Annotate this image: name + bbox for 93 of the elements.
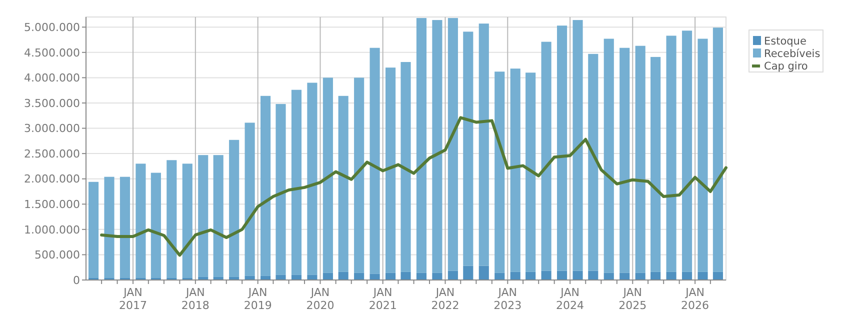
bar bbox=[260, 96, 271, 276]
bar bbox=[666, 36, 676, 272]
bar bbox=[432, 20, 442, 273]
bar bbox=[400, 272, 411, 280]
y-tick-label: 2.000.000 bbox=[24, 172, 80, 186]
legend-label: Cap giro bbox=[764, 60, 808, 72]
bar bbox=[478, 266, 489, 280]
bar bbox=[338, 96, 348, 272]
x-tick-label: JAN 2017 bbox=[119, 286, 148, 312]
bar bbox=[432, 272, 442, 280]
y-tick-label: 4.000.000 bbox=[24, 72, 80, 85]
bar bbox=[650, 56, 661, 272]
bar bbox=[88, 182, 99, 278]
bar bbox=[463, 32, 474, 266]
bar bbox=[338, 272, 348, 280]
bar bbox=[370, 48, 380, 274]
bar bbox=[494, 272, 505, 280]
bar bbox=[322, 272, 333, 280]
bar bbox=[198, 155, 208, 277]
bar bbox=[385, 272, 396, 280]
bar bbox=[150, 172, 161, 278]
bar bbox=[416, 272, 427, 280]
bar bbox=[448, 18, 458, 271]
bar bbox=[620, 48, 630, 273]
y-tick-label: 1.000.000 bbox=[24, 223, 80, 236]
bar bbox=[244, 122, 255, 276]
bar bbox=[307, 82, 318, 275]
bar bbox=[635, 272, 646, 280]
x-tick-label: JAN 2019 bbox=[244, 286, 272, 312]
bar bbox=[712, 28, 723, 272]
bar bbox=[400, 62, 411, 272]
bar bbox=[354, 78, 364, 273]
y-tick-label: 1.500.000 bbox=[24, 198, 80, 211]
bar bbox=[370, 274, 380, 280]
y-tick-label: 500.000 bbox=[34, 248, 80, 262]
bar bbox=[526, 72, 536, 272]
bar bbox=[650, 272, 661, 280]
bar bbox=[541, 270, 552, 280]
x-tick-label: JAN 2025 bbox=[618, 286, 647, 312]
y-tick-label: 2.500.000 bbox=[24, 147, 80, 160]
x-tick-label: JAN 2022 bbox=[431, 286, 460, 312]
bar bbox=[556, 270, 568, 280]
bar bbox=[666, 272, 676, 280]
bar bbox=[712, 272, 723, 280]
bar bbox=[213, 155, 224, 277]
bar bbox=[104, 176, 114, 278]
line-series bbox=[100, 116, 728, 257]
bar bbox=[698, 38, 708, 272]
x-tick-label: JAN 2020 bbox=[306, 286, 334, 312]
bar bbox=[510, 68, 520, 272]
bar bbox=[354, 272, 364, 280]
bar bbox=[682, 272, 692, 280]
x-tick-label: JAN 2024 bbox=[556, 286, 584, 312]
bar bbox=[510, 272, 520, 280]
bar bbox=[698, 272, 708, 280]
bar bbox=[385, 68, 396, 273]
bar bbox=[416, 18, 427, 273]
x-tick-label: JAN 2021 bbox=[368, 286, 397, 312]
bar bbox=[478, 24, 489, 266]
bar bbox=[494, 72, 505, 273]
x-tick-label: JAN 2026 bbox=[681, 286, 710, 312]
x-tick-label: JAN 2023 bbox=[494, 286, 522, 312]
bar bbox=[322, 78, 333, 273]
bar bbox=[448, 270, 458, 280]
y-tick-label: 4.500.000 bbox=[24, 46, 80, 60]
bar bbox=[604, 38, 614, 273]
bar bbox=[620, 272, 630, 280]
bar bbox=[291, 90, 302, 275]
legend-label: Estoque bbox=[764, 36, 806, 48]
bar bbox=[120, 176, 130, 278]
bar bbox=[463, 266, 474, 280]
x-tick-label: JAN 2018 bbox=[181, 286, 210, 312]
bar bbox=[276, 104, 286, 275]
bar bbox=[635, 46, 646, 273]
bar bbox=[588, 54, 598, 271]
y-tick-label: 5.000.000 bbox=[24, 20, 80, 34]
bar bbox=[229, 140, 240, 277]
bar bbox=[182, 164, 192, 278]
bar bbox=[604, 272, 614, 280]
bar bbox=[588, 270, 598, 280]
bar bbox=[572, 270, 583, 280]
bar bbox=[166, 160, 177, 278]
bar bbox=[136, 164, 146, 278]
bar bbox=[572, 20, 583, 271]
bar bbox=[682, 30, 692, 272]
bar bbox=[276, 274, 286, 280]
bar bbox=[526, 272, 536, 280]
bar bbox=[556, 26, 568, 271]
y-tick-label: 3.500.000 bbox=[24, 96, 80, 110]
bar bbox=[541, 42, 552, 271]
y-tick-label: 0 bbox=[73, 274, 80, 287]
y-tick-label: 3.000.000 bbox=[24, 122, 80, 136]
legend-label: Recebíveis bbox=[764, 48, 820, 60]
